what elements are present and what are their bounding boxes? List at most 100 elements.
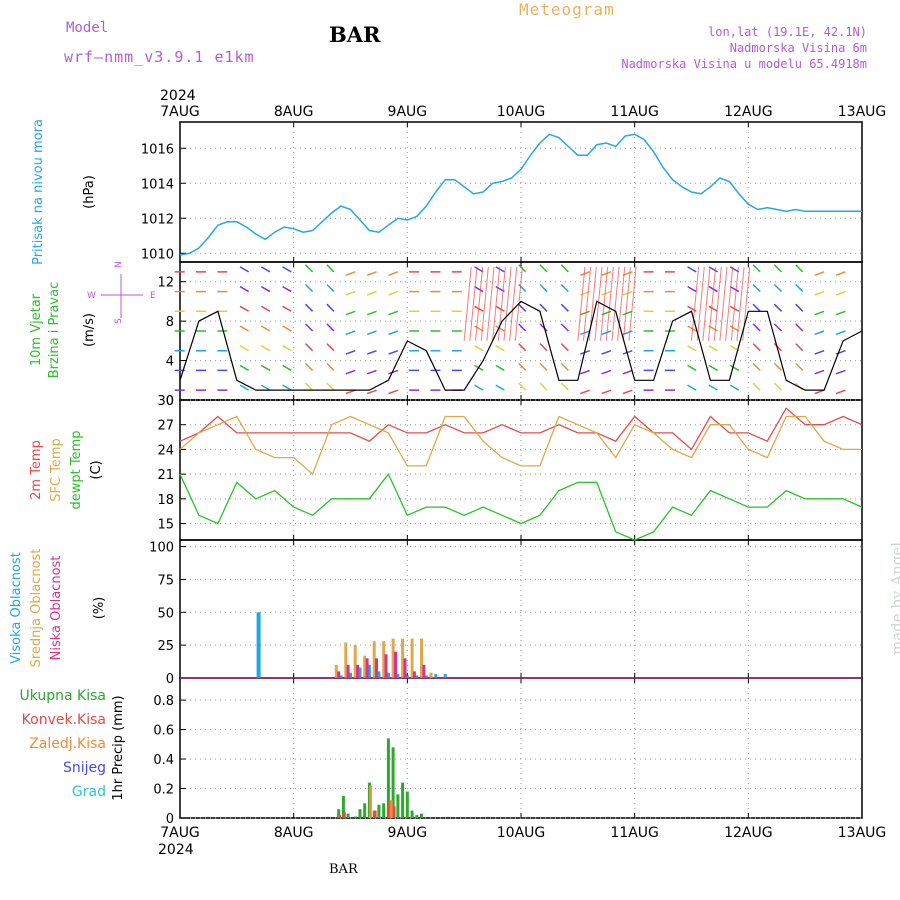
wind-vector: [835, 290, 846, 296]
y-tick-label: 50: [157, 606, 174, 621]
wind-vector: [388, 369, 399, 375]
wind-vector: [729, 266, 740, 273]
wind-vector: [539, 323, 548, 332]
wind-hatch: [497, 266, 506, 341]
wind-vector: [326, 343, 335, 352]
wind-vector: [366, 369, 377, 375]
wind-hatch: [730, 266, 739, 341]
wind-vector: [560, 283, 569, 293]
wind-hatch: [702, 266, 711, 341]
y-tick-label: 27: [157, 419, 174, 434]
wind-vector: [282, 345, 292, 352]
x-tick-label-top: 11AUG: [610, 104, 659, 120]
wind-vector: [601, 389, 612, 395]
compass-e: E: [150, 291, 156, 301]
wind-vector: [773, 362, 783, 371]
precip-bar: [392, 806, 396, 818]
cloud-bar: [412, 671, 416, 678]
wind-vector: [495, 266, 505, 273]
wind-vector: [539, 362, 548, 371]
wind-vector: [366, 271, 377, 277]
dewpt-label: dewpt Temp: [69, 430, 84, 509]
wind-vector: [474, 345, 484, 352]
precip-bar: [341, 795, 345, 818]
precip-bar: [405, 791, 409, 818]
wind-hatch: [503, 266, 512, 341]
x-tick-label-top: 9AUG: [388, 104, 428, 120]
wind-vector: [260, 305, 271, 312]
wind-vector: [580, 389, 590, 395]
cloud-bar: [334, 664, 338, 678]
cloud-bar: [353, 645, 357, 678]
wind-hatch: [577, 266, 586, 341]
cloud-bar: [356, 664, 360, 678]
wind-vector: [814, 290, 825, 296]
cloud-bar: [337, 671, 341, 678]
wind-vector: [687, 325, 697, 332]
wind-vector: [495, 384, 505, 391]
wind-vector: [835, 350, 846, 355]
wind-vector: [260, 364, 271, 372]
wind-vector: [814, 271, 825, 277]
wind-vector: [752, 283, 761, 293]
precip-legend-4: Grad: [72, 784, 106, 800]
cloud-low-label: Niska Oblacnost: [49, 556, 64, 661]
wind-vector: [345, 369, 356, 375]
wind-vector: [388, 350, 399, 355]
wind-vector: [773, 283, 783, 293]
wind-vector: [814, 369, 825, 375]
wind-vector: [366, 389, 377, 395]
wind-vector: [239, 305, 250, 312]
wind-hatch: [708, 266, 717, 341]
wind-vector: [539, 382, 548, 391]
cloud-bar: [403, 658, 407, 678]
wind-unit-label: (m/s): [82, 313, 97, 347]
cloud-bar: [415, 675, 419, 678]
wind-vector: [622, 389, 633, 395]
cloud-bar: [386, 672, 390, 678]
wind-hatch: [617, 266, 626, 341]
wind-vector: [239, 345, 250, 352]
wind-vector: [366, 350, 377, 355]
wind-vector: [795, 303, 804, 312]
wind-vector: [752, 264, 761, 273]
wind-vector: [708, 345, 718, 352]
wind-vector: [795, 264, 804, 273]
wind-vector: [474, 266, 484, 273]
wind-vector: [518, 283, 527, 293]
wind-vector: [539, 283, 548, 293]
wind-hatch: [475, 266, 484, 341]
precip-bar: [396, 794, 400, 818]
cloud-bar: [394, 651, 397, 678]
wind-vector: [795, 362, 804, 371]
wind-vector: [239, 364, 250, 372]
wind-vector: [495, 305, 505, 312]
wind-vector: [326, 382, 335, 391]
x-tick-label-top: 12AUG: [724, 104, 773, 120]
wind-hatch: [622, 266, 631, 341]
wind-vector: [708, 364, 718, 372]
wind-vector: [773, 303, 783, 312]
wind-vector: [560, 303, 569, 312]
x-tick-label-bottom: 13AUG: [838, 825, 887, 841]
wind-hatch: [480, 266, 489, 341]
y-tick-label: 0.4: [153, 753, 174, 768]
wind-hatch: [492, 266, 501, 341]
wind-vector: [795, 343, 804, 352]
cloud-bar: [396, 674, 400, 678]
wind-axis-label: 10m Vjetar: [29, 293, 44, 366]
cloud-bar: [363, 655, 367, 678]
precip-bar: [368, 785, 372, 818]
wind-vector: [687, 364, 697, 372]
model-name: wrf—nmm_v3.9.1 e1km: [64, 48, 255, 66]
wind-vector: [752, 323, 761, 332]
wind-vector: [304, 283, 314, 293]
cloud-bar: [382, 641, 386, 678]
wind-vector: [495, 345, 505, 352]
precip-bar: [391, 747, 395, 818]
wind-vector: [304, 362, 314, 371]
wind-vector: [345, 330, 356, 336]
wind-vector: [835, 310, 846, 316]
cloud-mid-label: Srednja Oblacnost: [29, 549, 44, 668]
precip-legend-1: Konvek.Kisa: [22, 712, 106, 728]
